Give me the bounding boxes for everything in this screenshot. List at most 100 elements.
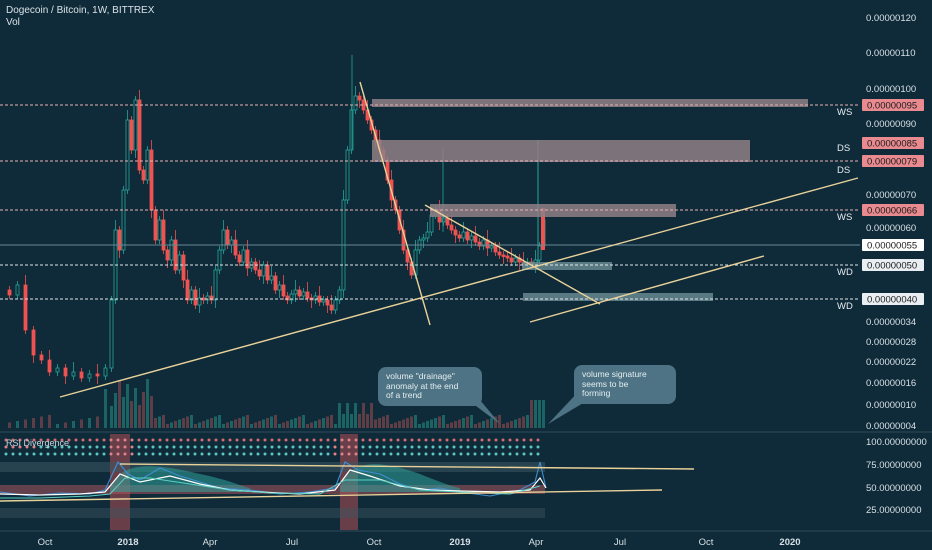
candle-body xyxy=(457,234,462,239)
volume-bar xyxy=(88,418,91,428)
price-tick-label: 0.00000028 xyxy=(866,337,916,348)
rsi-dot xyxy=(466,445,470,449)
candle-body xyxy=(489,245,494,249)
candle-body xyxy=(169,239,174,261)
rsi-dot xyxy=(151,445,155,449)
lower-channel-trendline[interactable] xyxy=(529,255,765,323)
volume-bar xyxy=(374,419,377,428)
rsi-dot xyxy=(60,438,64,442)
rsi-dot xyxy=(53,445,57,449)
price-tick-label: 0.00000034 xyxy=(866,317,916,328)
candle-body xyxy=(353,95,358,111)
candle-body xyxy=(47,359,52,373)
candle-body xyxy=(205,295,210,301)
price-tags: 0.00000095 WS 0.00000085 DS 0.00000079 DS 0.00… xyxy=(837,99,924,312)
time-axis[interactable]: Oct 2018 Apr Jul Oct 2019 Apr Jul Oct 2020 xyxy=(38,537,801,548)
rsi-dot xyxy=(109,452,113,456)
candle-body xyxy=(497,251,502,256)
candle-body xyxy=(117,229,122,251)
rsi-dot xyxy=(326,438,330,442)
volume-bar xyxy=(8,422,11,428)
level-type-label: WD xyxy=(837,301,853,312)
volume-bar xyxy=(80,419,83,428)
rsi-dot xyxy=(473,438,477,442)
candle-body xyxy=(473,235,478,243)
rsi-dot xyxy=(445,452,449,456)
rsi-dot xyxy=(431,445,435,449)
volume-bar xyxy=(442,415,445,428)
candle-body xyxy=(221,229,226,251)
rsi-dot xyxy=(74,438,78,442)
volume-bar xyxy=(126,384,129,428)
volume-bar xyxy=(418,424,421,428)
candle-body xyxy=(229,239,234,246)
long-term-support-trendline[interactable] xyxy=(59,177,859,398)
rsi-dot xyxy=(228,438,232,442)
volume-bar xyxy=(478,422,481,428)
rsi-dot xyxy=(179,452,183,456)
trend-lines[interactable] xyxy=(59,81,859,398)
rsi-dot xyxy=(515,452,519,456)
volume-bar xyxy=(434,418,437,428)
descending-resistance-line[interactable] xyxy=(424,204,601,305)
latest-candle-body xyxy=(541,208,545,250)
rsi-dot xyxy=(410,438,414,442)
rsi-dot xyxy=(438,445,442,449)
rsi-dot xyxy=(298,452,302,456)
candle-body xyxy=(349,109,354,151)
candle-body xyxy=(297,289,302,297)
candle-body xyxy=(87,373,92,379)
rsi-dot xyxy=(39,438,43,442)
volume-bar xyxy=(362,403,365,428)
rsi-tick-label: 75.00000000 xyxy=(866,460,921,471)
rsi-dot xyxy=(109,445,113,449)
annotation-signature-line-2: seems to be xyxy=(582,378,629,389)
rsi-dot xyxy=(123,445,127,449)
volume-bar xyxy=(40,416,43,428)
rsi-dot xyxy=(88,452,92,456)
rsi-dot xyxy=(165,452,169,456)
price-tag-label: 0.00000085 xyxy=(867,139,917,150)
rsi-lower-trendline[interactable] xyxy=(0,489,663,502)
volume-bar xyxy=(234,419,237,428)
candle-body xyxy=(321,299,326,303)
price-tick-label: 0.00000010 xyxy=(866,400,916,411)
rsi-dot xyxy=(508,438,512,442)
rsi-dot xyxy=(291,452,295,456)
rsi-dot xyxy=(487,438,491,442)
candle-body xyxy=(177,254,182,271)
rsi-dot xyxy=(459,452,463,456)
rsi-dot xyxy=(312,445,316,449)
volume-bar xyxy=(258,421,261,428)
rsi-dot xyxy=(431,438,435,442)
volume-bar xyxy=(382,416,385,428)
volume-bar xyxy=(242,416,245,428)
volume-bar xyxy=(378,418,381,428)
price-tick-label: 0.00000070 xyxy=(866,190,916,201)
steep-downtrend-line[interactable] xyxy=(359,81,431,326)
price-tick-label: 0.00000120 xyxy=(866,13,916,24)
rsi-dot xyxy=(480,445,484,449)
candle-body xyxy=(289,293,294,301)
rsi-dot xyxy=(522,452,526,456)
volume-bar xyxy=(210,418,213,428)
volume-bar xyxy=(346,403,349,428)
rsi-dot xyxy=(130,452,134,456)
rsi-dot xyxy=(263,445,267,449)
volume-bar xyxy=(166,424,169,428)
rsi-dot xyxy=(158,445,162,449)
rsi-dot xyxy=(270,445,274,449)
volume-bar xyxy=(534,400,537,428)
rsi-dot xyxy=(32,452,36,456)
candle-body xyxy=(441,217,446,223)
rsi-dot xyxy=(242,452,246,456)
candle-body xyxy=(233,239,238,256)
rsi-dot xyxy=(515,438,519,442)
volume-bar xyxy=(518,418,521,428)
rsi-panel xyxy=(0,434,695,530)
rsi-dot xyxy=(473,452,477,456)
rsi-dot xyxy=(382,452,386,456)
rsi-upper-trendline[interactable] xyxy=(119,463,695,470)
candle-body xyxy=(125,119,130,191)
